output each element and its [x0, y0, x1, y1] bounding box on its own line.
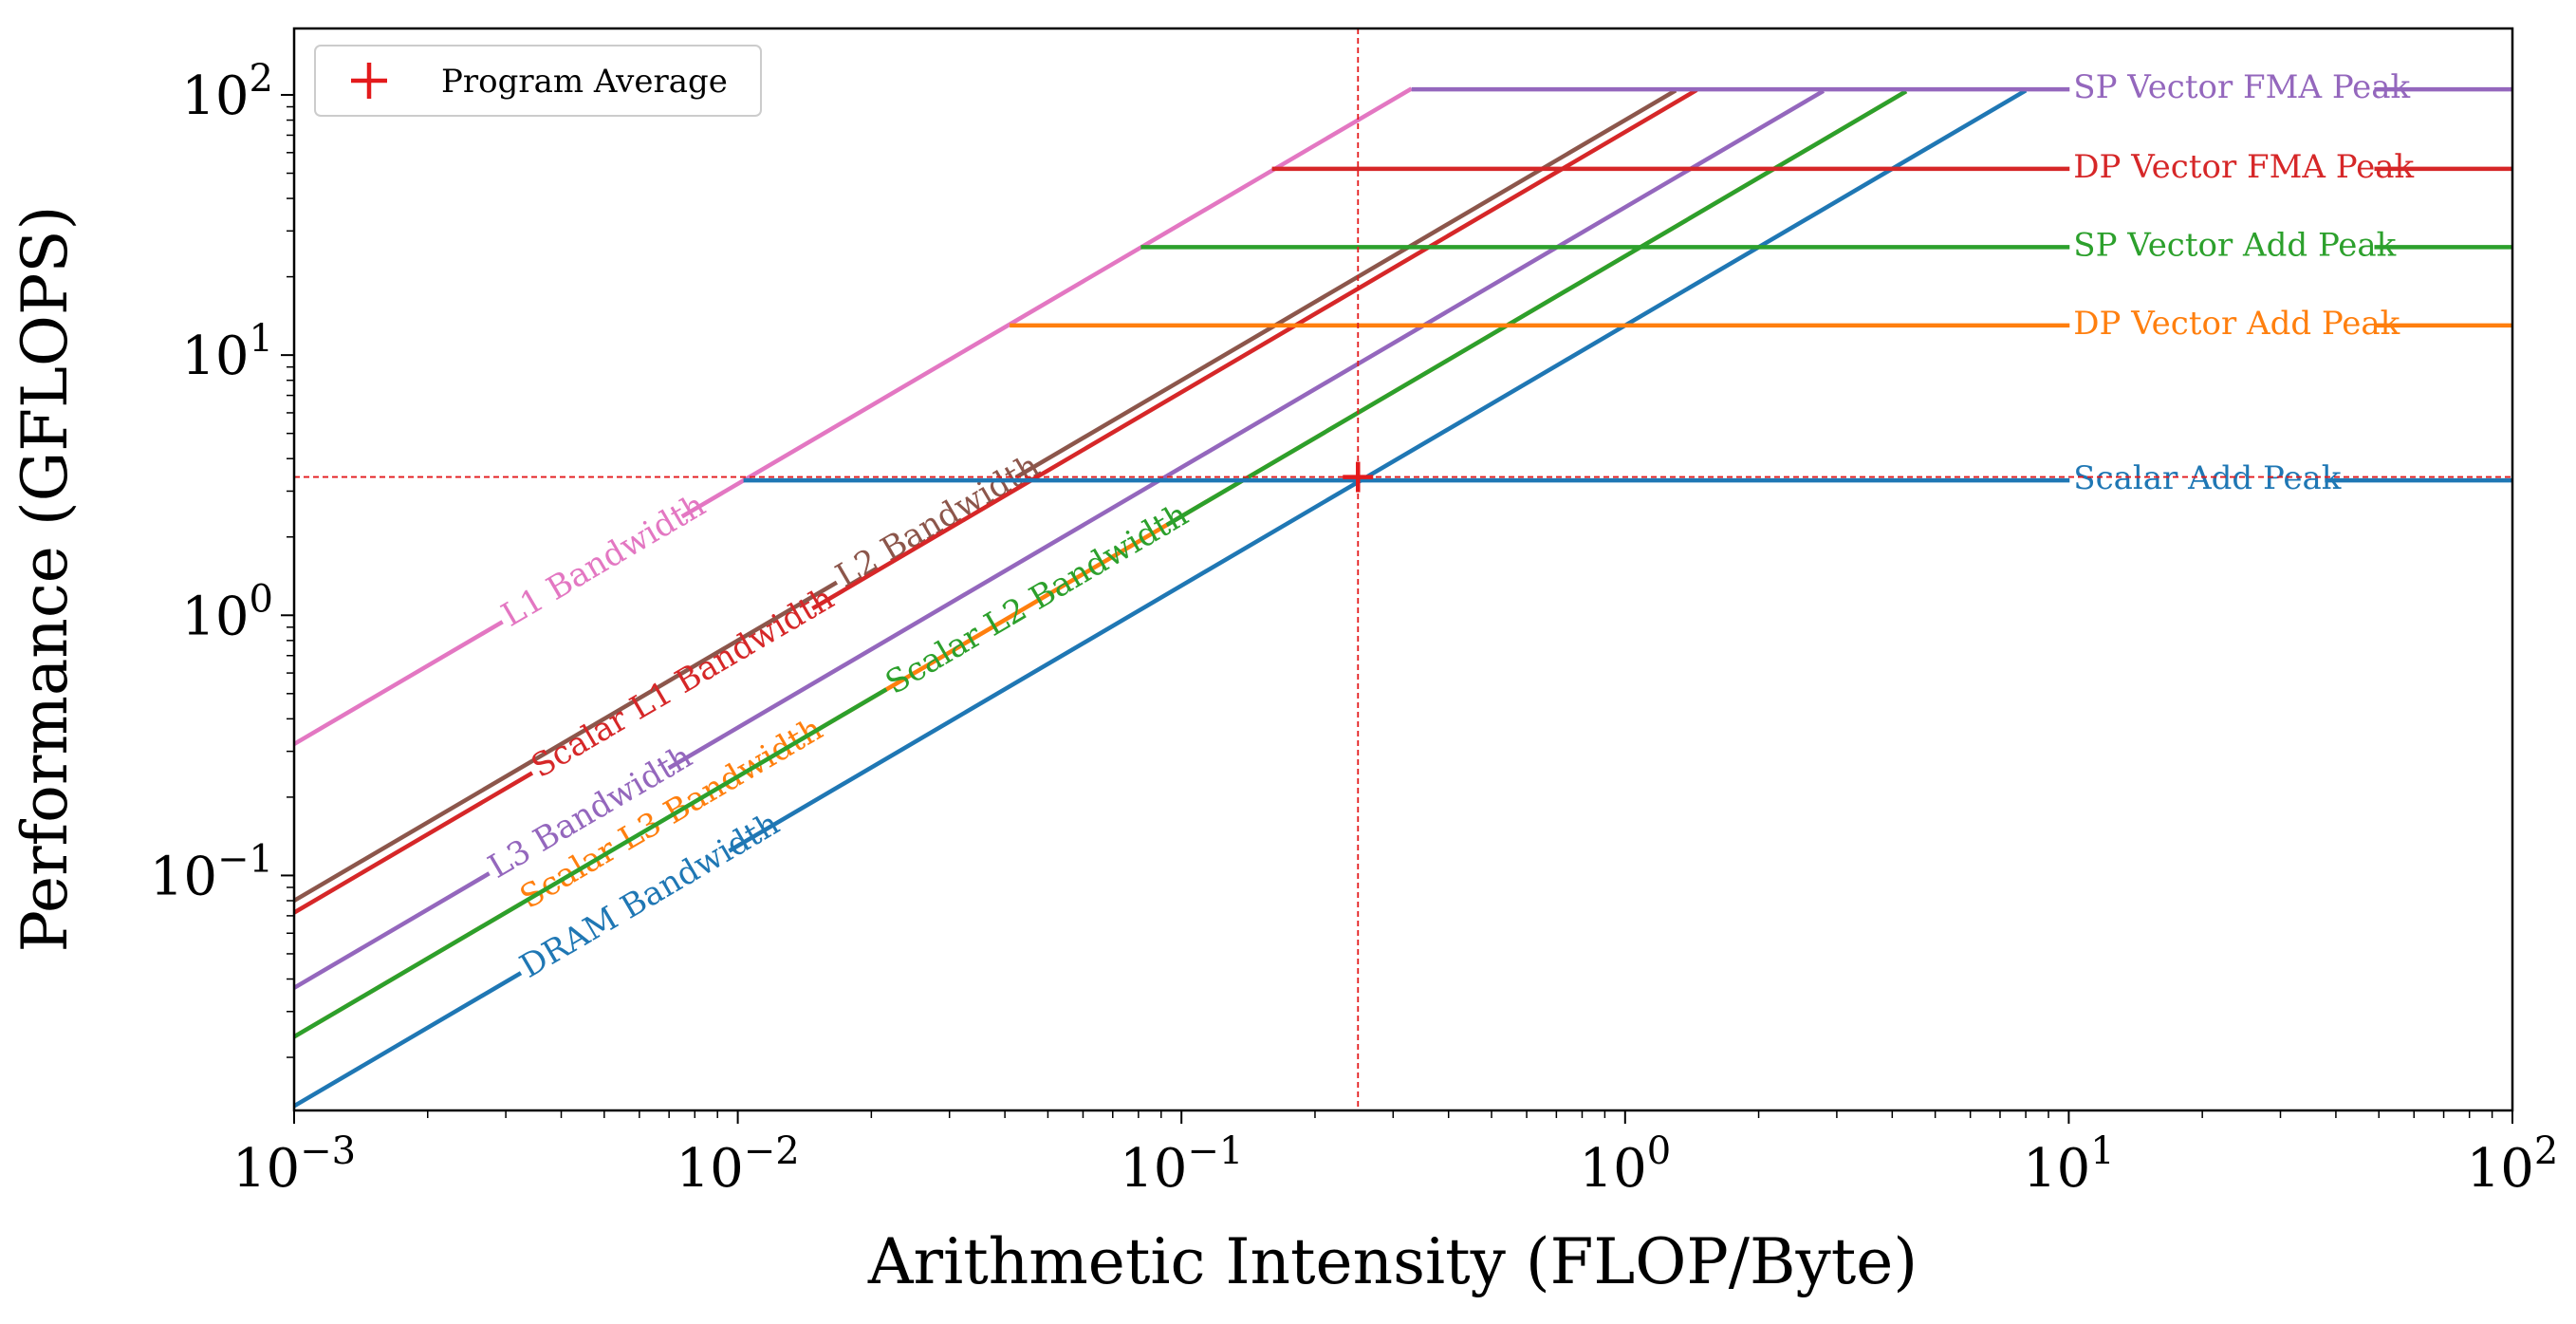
bandwidth-line-0-a	[294, 620, 504, 746]
x-tick-label-0: 10−3	[232, 1129, 356, 1200]
plot-frame	[292, 27, 2514, 1112]
x-tick-label-3: 100	[1579, 1129, 1671, 1200]
peak-label-3: DP Vector Add Peak	[2073, 305, 2400, 343]
y-tick-label-1: 101	[181, 317, 273, 387]
plot-background	[294, 28, 2512, 1110]
bandwidth-line-2-b	[811, 87, 1698, 611]
bandwidth-line-6-b	[728, 88, 2028, 853]
y-tick-label-3: 10−1	[150, 837, 273, 907]
bandwidth-line-2-a	[294, 771, 534, 915]
x-tick-label-2: 10−1	[1120, 1129, 1243, 1200]
y-tick-label-0: 102	[181, 57, 273, 127]
legend-box	[314, 45, 762, 117]
y-tick-label-2: 100	[181, 577, 273, 647]
peak-label-2: SP Vector Add Peak	[2073, 226, 2396, 264]
x-tick-label-4: 101	[2023, 1129, 2115, 1200]
bandwidth-line-1-a	[294, 580, 839, 903]
axes-frame	[292, 27, 2514, 1112]
legend-label: Program Average	[441, 63, 728, 101]
bandwidth-line-3-a	[294, 871, 491, 990]
bandwidth-line-1-b	[1014, 88, 1677, 479]
legend: Program Average	[314, 45, 762, 117]
plot-area	[294, 28, 2512, 1110]
bandwidth-line-5-b	[1165, 89, 1908, 528]
peak-label-0: SP Vector FMA Peak	[2073, 68, 2410, 106]
x-tick-label-5: 102	[2467, 1129, 2559, 1200]
bandwidth-line-3-b	[667, 88, 1825, 771]
axis-ticks: 10−3 10−2 10−1 100 101 102 102 101 100 10−1	[150, 57, 2559, 1200]
bandwidth-line-6-a	[294, 971, 523, 1109]
program-average-reference	[294, 28, 2512, 1110]
x-tick-label-1: 10−2	[676, 1129, 799, 1200]
peak-label-1: DP Vector FMA Peak	[2073, 148, 2414, 186]
y-axis-title: Performance (GFLOPS)	[9, 206, 82, 953]
peak-label-4: Scalar Add Peak	[2073, 459, 2341, 497]
x-axis-title: Arithmetic Intensity (FLOP/Byte)	[867, 1225, 1918, 1298]
bandwidth-line-5-a	[294, 687, 888, 1039]
bandwidth-line-0-b	[680, 86, 1413, 519]
